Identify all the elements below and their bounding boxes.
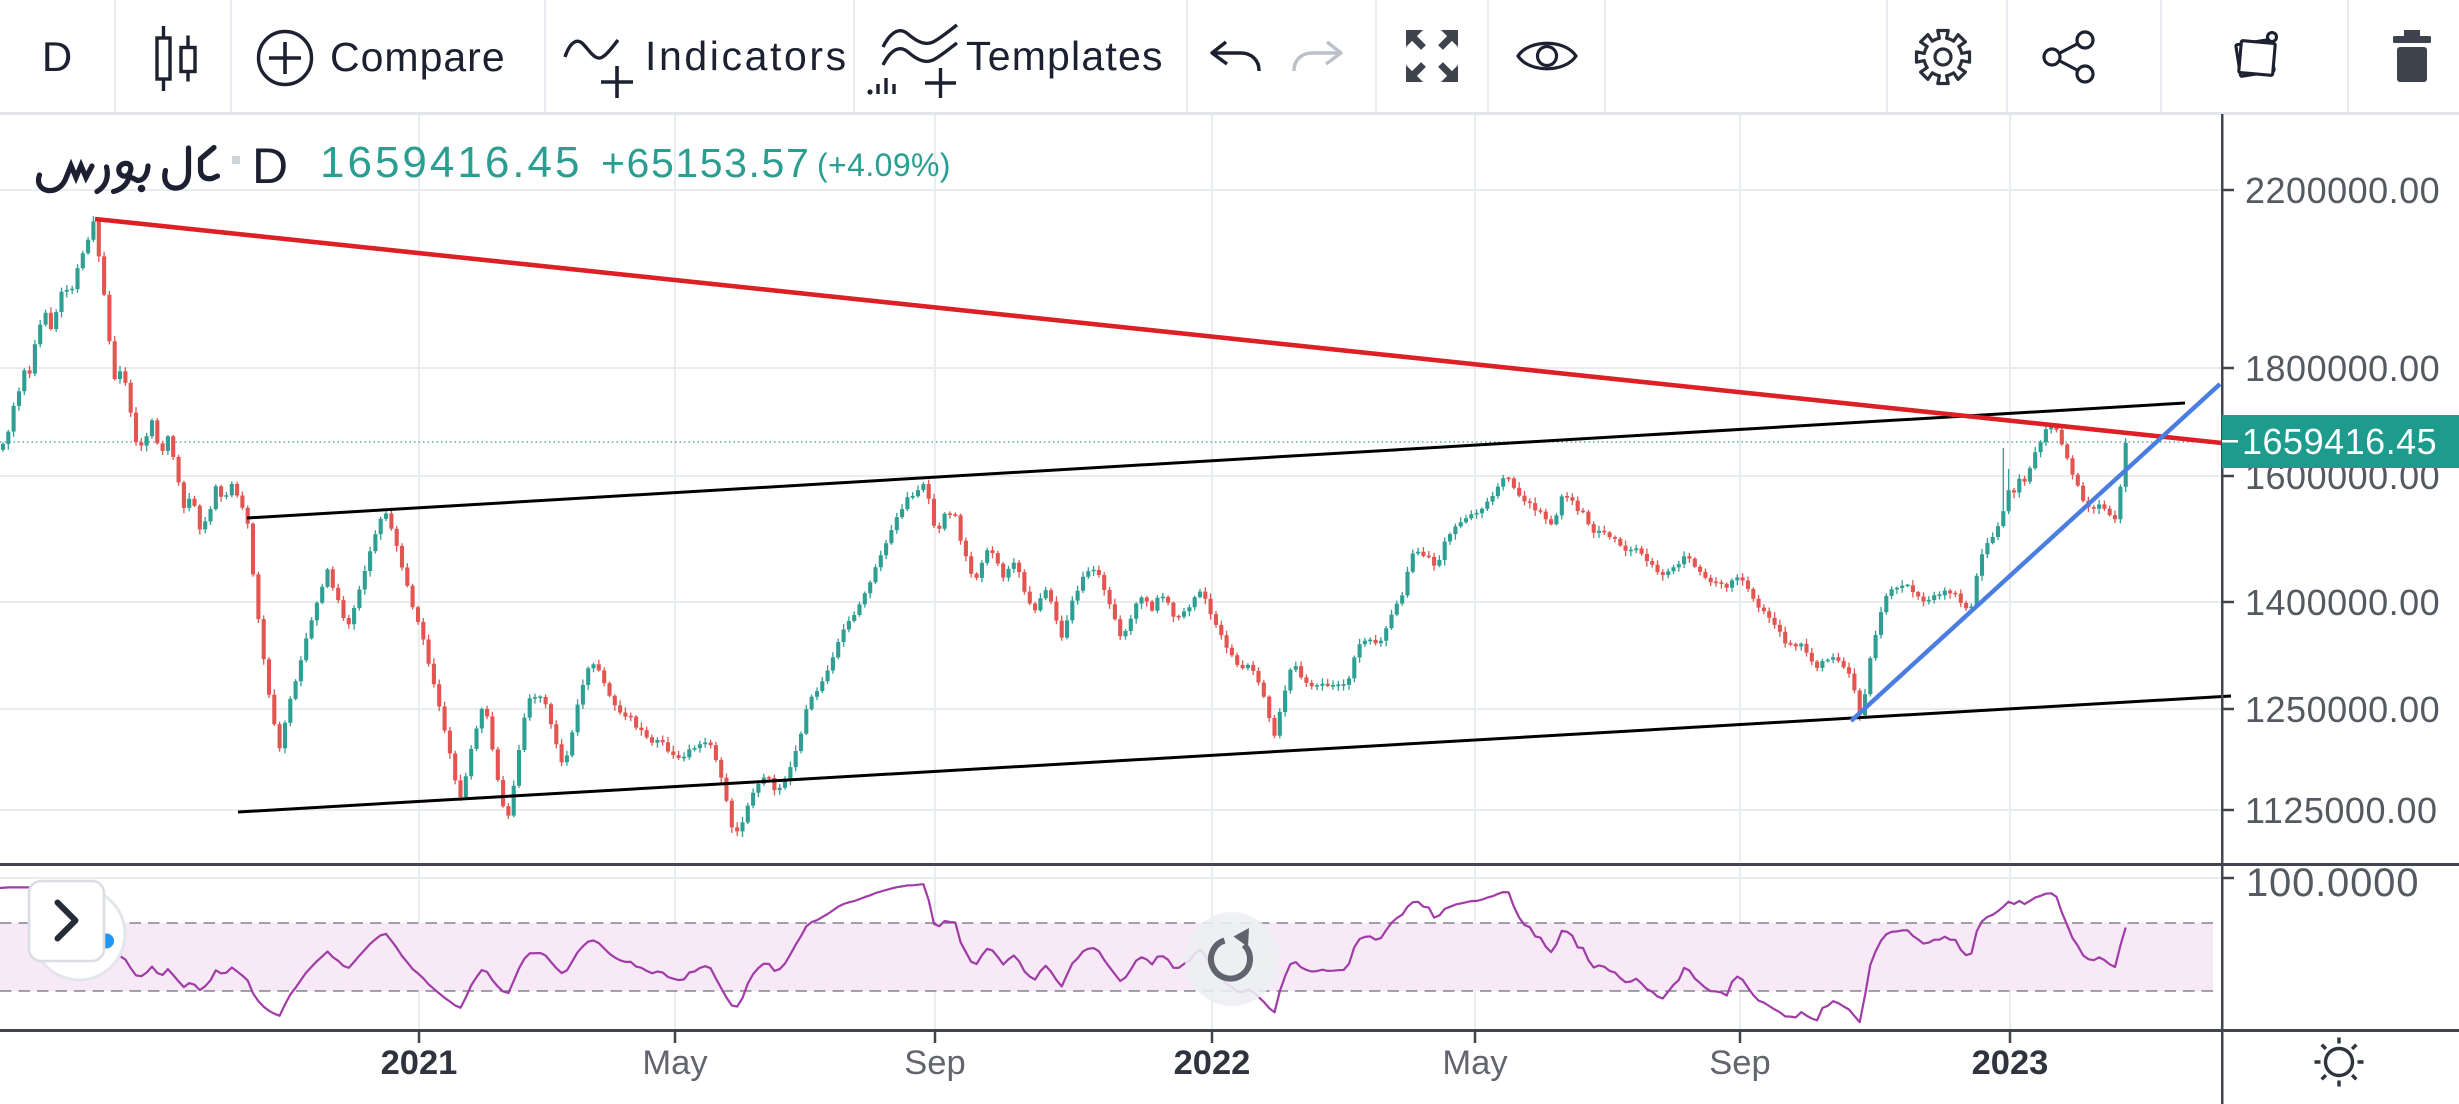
svg-text:Compare: Compare <box>330 34 506 80</box>
svg-text:1250000.00: 1250000.00 <box>2245 689 2440 730</box>
svg-text:2023: 2023 <box>1972 1044 2049 1082</box>
svg-text:2200000.00: 2200000.00 <box>2245 170 2440 211</box>
svg-text:Sep: Sep <box>1709 1044 1770 1082</box>
svg-text:1400000.00: 1400000.00 <box>2245 582 2440 623</box>
svg-text:2022: 2022 <box>1174 1044 1251 1082</box>
svg-text:(+4.09%): (+4.09%) <box>817 147 951 183</box>
svg-text:May: May <box>1442 1044 1508 1082</box>
svg-text:D: D <box>42 33 72 80</box>
svg-text:Sep: Sep <box>904 1044 965 1082</box>
svg-text:May: May <box>642 1044 708 1082</box>
svg-text:2021: 2021 <box>381 1044 458 1082</box>
svg-text:D: D <box>252 138 288 194</box>
svg-text:100.0000: 100.0000 <box>2246 861 2419 905</box>
svg-text:+65153.57: +65153.57 <box>601 140 810 186</box>
svg-text:1659416.45: 1659416.45 <box>2242 421 2437 462</box>
svg-text:1659416.45: 1659416.45 <box>320 138 582 187</box>
svg-text:1125000.00: 1125000.00 <box>2245 790 2438 831</box>
svg-text:1800000.00: 1800000.00 <box>2245 348 2440 389</box>
svg-text:Templates: Templates <box>966 33 1164 79</box>
svg-text:Indicators: Indicators <box>645 33 849 79</box>
